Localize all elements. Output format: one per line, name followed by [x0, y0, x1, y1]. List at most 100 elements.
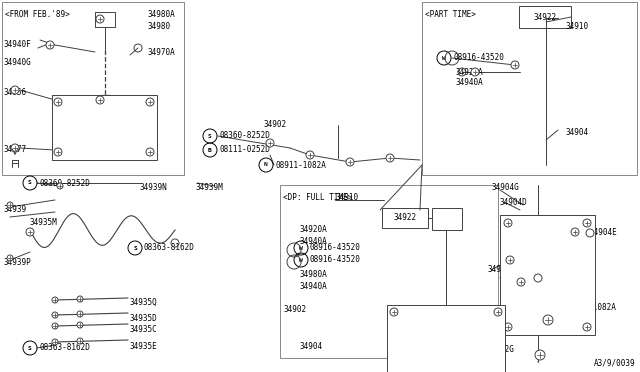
Bar — [2, 2, 184, 175]
Circle shape — [77, 296, 83, 302]
Text: 34935M: 34935M — [30, 218, 58, 227]
Text: 34902: 34902 — [284, 305, 307, 314]
Circle shape — [571, 228, 579, 236]
Text: B: B — [208, 148, 212, 153]
Text: 34910: 34910 — [335, 193, 358, 202]
Text: 34940F: 34940F — [3, 40, 31, 49]
Circle shape — [494, 308, 502, 316]
Text: 34980A: 34980A — [300, 270, 328, 279]
Text: 34935C: 34935C — [130, 325, 157, 334]
Bar — [500, 215, 595, 335]
Text: 34904C: 34904C — [510, 298, 538, 307]
Bar — [280, 185, 498, 358]
Circle shape — [504, 219, 512, 227]
Circle shape — [52, 323, 58, 329]
Text: 34940A: 34940A — [300, 237, 328, 246]
Text: 34940G: 34940G — [3, 58, 31, 67]
Text: W: W — [299, 257, 303, 263]
Bar — [387, 305, 505, 372]
Text: 34980A: 34980A — [148, 10, 176, 19]
Circle shape — [390, 308, 398, 316]
Text: S: S — [133, 246, 137, 250]
Text: A3/9/0039: A3/9/0039 — [593, 358, 635, 367]
Text: 34904D: 34904D — [500, 198, 528, 207]
Text: 34980: 34980 — [148, 22, 171, 31]
Bar — [519, 6, 571, 28]
Text: 34939M: 34939M — [196, 183, 224, 192]
Text: 34977: 34977 — [3, 145, 26, 154]
Circle shape — [543, 315, 553, 325]
Circle shape — [7, 255, 13, 261]
Text: <DP: FULL TIME>: <DP: FULL TIME> — [283, 193, 353, 202]
Circle shape — [506, 256, 514, 264]
Circle shape — [535, 350, 545, 360]
Text: 34956: 34956 — [3, 88, 26, 97]
Circle shape — [96, 96, 104, 104]
Text: 34902: 34902 — [264, 120, 287, 129]
Bar — [422, 2, 637, 175]
Text: N: N — [554, 305, 558, 311]
Text: 34910: 34910 — [566, 22, 589, 31]
Circle shape — [504, 323, 512, 331]
Text: 08916-43520: 08916-43520 — [310, 244, 361, 253]
Circle shape — [57, 183, 63, 189]
Text: 34922: 34922 — [394, 214, 417, 222]
Circle shape — [52, 312, 58, 318]
Bar — [432, 208, 462, 230]
Circle shape — [77, 311, 83, 317]
Circle shape — [11, 144, 19, 152]
Text: 34935D: 34935D — [130, 314, 157, 323]
Circle shape — [266, 139, 274, 147]
Text: 34904F: 34904F — [506, 280, 534, 289]
Text: 34970: 34970 — [120, 128, 143, 137]
Circle shape — [346, 158, 354, 166]
Text: 34904C: 34904C — [488, 265, 516, 274]
Text: 08360-8252D: 08360-8252D — [39, 179, 90, 187]
Circle shape — [146, 148, 154, 156]
Text: S: S — [28, 346, 32, 350]
Text: 08360-8252D: 08360-8252D — [219, 131, 270, 141]
Text: 34939P: 34939P — [3, 258, 31, 267]
Circle shape — [26, 228, 34, 236]
Circle shape — [386, 154, 394, 162]
Circle shape — [146, 98, 154, 106]
Text: 08916-43520: 08916-43520 — [453, 54, 504, 62]
Text: 34904: 34904 — [566, 128, 589, 137]
Circle shape — [517, 278, 525, 286]
Text: 34922: 34922 — [533, 13, 557, 22]
Bar — [95, 12, 115, 27]
Text: S: S — [28, 180, 32, 186]
Text: 34939N: 34939N — [140, 183, 168, 192]
Circle shape — [511, 61, 519, 69]
Text: 34904E: 34904E — [590, 228, 618, 237]
Text: 08363-8162D: 08363-8162D — [39, 343, 90, 353]
Text: W: W — [442, 55, 446, 61]
Text: <PART TIME>: <PART TIME> — [425, 10, 476, 19]
Text: W: W — [299, 246, 303, 250]
Text: 34935Q: 34935Q — [130, 298, 157, 307]
Circle shape — [52, 339, 58, 345]
Bar — [52, 95, 157, 160]
Text: 34920A: 34920A — [455, 68, 483, 77]
Text: N: N — [264, 163, 268, 167]
Text: 08911-1082A: 08911-1082A — [275, 160, 326, 170]
Text: 34939: 34939 — [3, 205, 26, 214]
Text: 34965: 34965 — [133, 95, 156, 104]
Circle shape — [54, 148, 62, 156]
Text: 34940A: 34940A — [455, 78, 483, 87]
Text: 34920A: 34920A — [300, 225, 328, 234]
Text: 34904: 34904 — [300, 342, 323, 351]
Text: 34935E: 34935E — [130, 342, 157, 351]
Circle shape — [306, 151, 314, 159]
Bar — [382, 208, 428, 228]
Text: S: S — [208, 134, 212, 138]
Circle shape — [77, 338, 83, 344]
Text: 34970A: 34970A — [148, 48, 176, 57]
Text: 08111-0252D: 08111-0252D — [219, 145, 270, 154]
Text: 08911-1082G: 08911-1082G — [464, 346, 515, 355]
Text: N: N — [453, 347, 457, 353]
Circle shape — [96, 15, 104, 23]
Text: 08916-43520: 08916-43520 — [310, 256, 361, 264]
Circle shape — [77, 322, 83, 328]
Circle shape — [54, 98, 62, 106]
